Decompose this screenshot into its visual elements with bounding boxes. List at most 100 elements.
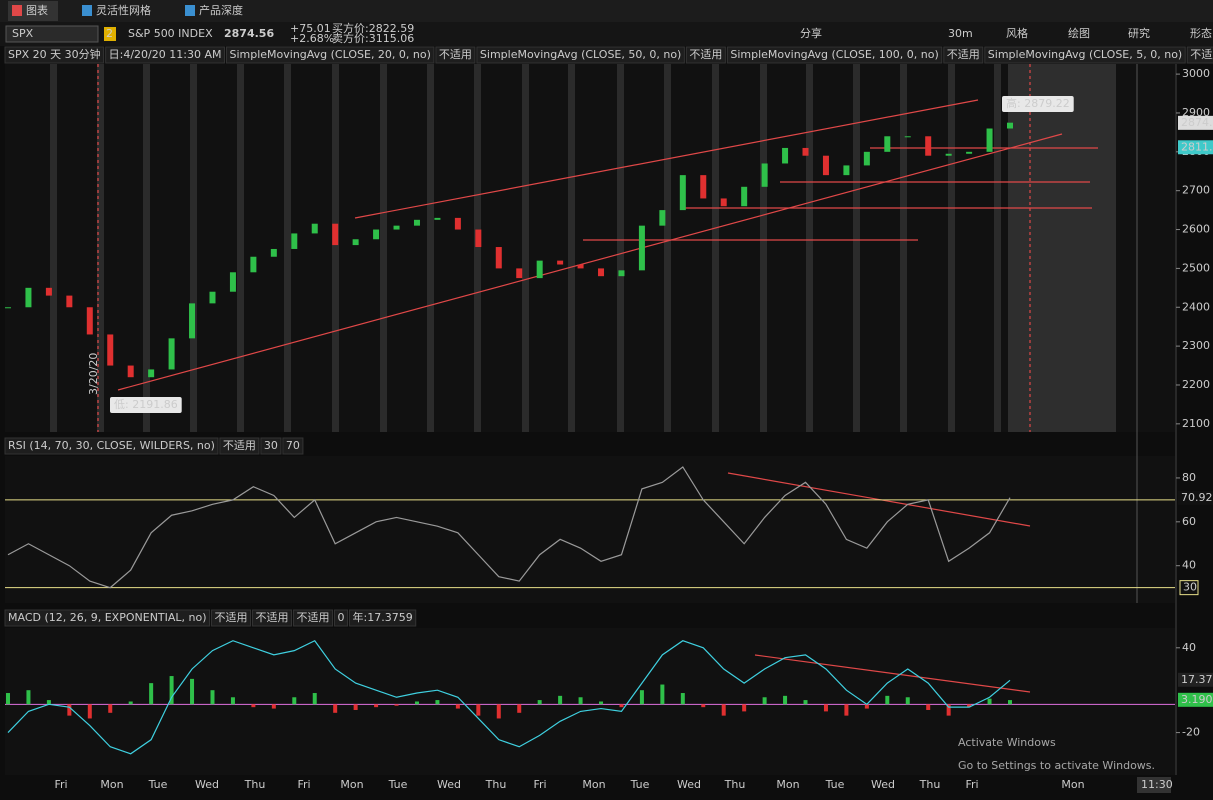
study-label: 日:4/20/20 11:30 AM: [109, 48, 222, 61]
toolbar-button[interactable]: 30m: [948, 27, 973, 40]
study-value: 70: [286, 439, 300, 452]
session-stripe: [427, 64, 434, 432]
study-box: [984, 46, 1186, 64]
price-marker-label: 70.92: [1181, 491, 1213, 504]
price-marker: [1178, 692, 1213, 707]
histogram-bar: [967, 704, 972, 708]
toolbar-button[interactable]: 形态: [1190, 27, 1212, 40]
study-box: [293, 609, 334, 627]
price-panel: [5, 64, 1175, 432]
study-value: 不适用: [256, 611, 289, 624]
histogram-bar: [946, 704, 951, 716]
candle: [863, 151, 870, 166]
histogram-bar: [394, 704, 399, 706]
tab-icon: [82, 5, 92, 16]
candle: [925, 136, 932, 156]
session-stripe: [190, 64, 197, 432]
x-tick-label: Fri: [297, 778, 310, 791]
ask: 卖方价:3115.06: [332, 31, 414, 45]
tab-bar: [0, 0, 1213, 22]
x-tick-label: Tue: [630, 778, 650, 791]
candle: [516, 268, 523, 279]
tab[interactable]: 灵活性网格: [96, 3, 151, 17]
session-stripe: [474, 64, 481, 432]
y-tick-label: 2100: [1182, 417, 1210, 430]
candle: [618, 270, 625, 277]
link-box: [104, 27, 116, 41]
session-stripe: [617, 64, 624, 432]
candle: [986, 128, 993, 152]
candle: [393, 225, 400, 230]
session-stripes: [50, 64, 1001, 432]
x-tick-label: Wed: [195, 778, 219, 791]
histogram-bar: [496, 704, 501, 719]
histogram-bar: [599, 701, 604, 705]
study-value: 不适用: [947, 48, 980, 61]
histogram-bar: [435, 700, 440, 705]
x-tick-label: Thu: [919, 778, 941, 791]
symbol-box[interactable]: [5, 25, 99, 43]
candle: [557, 260, 564, 265]
rsi-line: [7, 466, 1011, 589]
price-marker: [1178, 140, 1213, 155]
histogram-bar: [823, 704, 828, 712]
session-stripe: [237, 64, 244, 432]
histogram-bar: [1008, 700, 1012, 705]
histogram-bar: [639, 690, 644, 705]
toolbar-button[interactable]: 研究: [1128, 26, 1150, 40]
candle: [168, 338, 175, 370]
date-mark: 3/20/20: [87, 353, 100, 395]
x-tick-label: Thu: [724, 778, 746, 791]
y-tick-label: 40: [1182, 559, 1196, 572]
candle: [434, 217, 441, 220]
session-stripe: [994, 64, 1001, 432]
histogram-bar: [190, 678, 195, 705]
y-tick-label: 2300: [1182, 339, 1210, 352]
histogram-bar: [169, 676, 174, 705]
y-tick-label: 2900: [1182, 106, 1210, 119]
candle: [720, 198, 727, 207]
study-box: [685, 46, 726, 64]
histogram-bar: [312, 693, 317, 705]
histogram-bar: [87, 704, 92, 719]
tab-icon: [185, 5, 195, 16]
study-box: [282, 437, 304, 455]
y-tick-label: 2500: [1182, 261, 1210, 274]
tab[interactable]: 图表: [26, 3, 48, 17]
level-marker-label: 30: [1183, 581, 1197, 594]
session-stripe: [50, 64, 57, 432]
toolbar-button[interactable]: 绘图: [1068, 26, 1090, 40]
candle: [822, 155, 829, 176]
symbol-bar: [0, 22, 1213, 46]
histogram-bar: [230, 697, 235, 705]
histogram-bar: [803, 700, 808, 705]
time-label: 11:30: [1141, 778, 1173, 791]
session-stripe: [664, 64, 671, 432]
candle: [373, 229, 380, 240]
study-box: [435, 46, 476, 64]
study-value: 不适用: [1190, 48, 1213, 61]
histogram-bar: [844, 704, 849, 716]
x-tick-label: Thu: [485, 778, 507, 791]
candle: [904, 136, 911, 138]
toolbar-button[interactable]: 分享: [800, 26, 822, 40]
level-marker: [1179, 580, 1199, 596]
study-box: [4, 46, 105, 64]
histogram-bar: [783, 695, 788, 705]
macd-panel: [5, 628, 1175, 775]
candle: [25, 287, 32, 308]
histogram-bar: [905, 697, 910, 705]
tab[interactable]: 产品深度: [199, 3, 243, 17]
histogram-bar: [742, 704, 747, 712]
toolbar-button[interactable]: 风格: [1006, 26, 1028, 40]
x-tick-label: Thu: [244, 778, 266, 791]
last-price: 2874.56: [224, 27, 274, 40]
study-label: SimpleMovingAvg (CLOSE, 50, 0, no): [480, 48, 681, 61]
session-stripe: [143, 64, 150, 432]
histogram-bar: [864, 704, 869, 709]
watermark: Go to Settings to activate Windows.: [958, 759, 1155, 772]
candle: [966, 151, 973, 154]
histogram-bar: [292, 697, 297, 705]
x-tick-label: Wed: [677, 778, 701, 791]
session-stripe: [522, 64, 529, 432]
